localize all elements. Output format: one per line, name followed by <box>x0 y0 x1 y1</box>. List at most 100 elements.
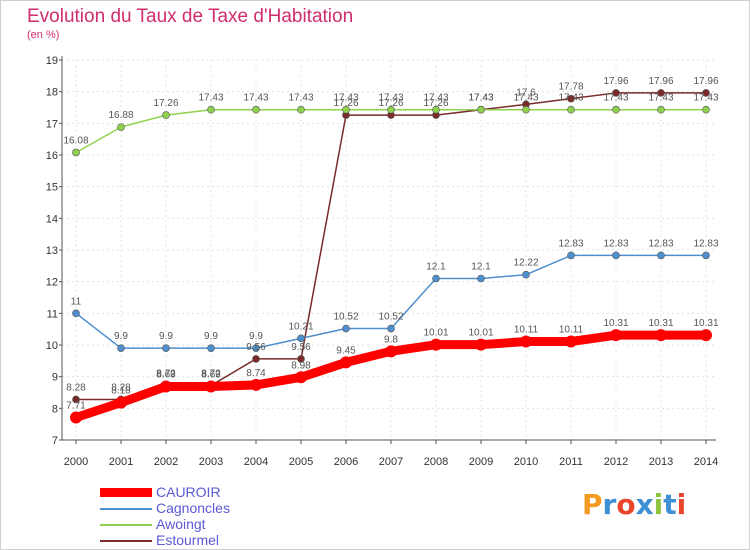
y-tick-label: 18 <box>46 87 58 99</box>
x-tick-label: 2005 <box>289 456 313 468</box>
data-label: 10.52 <box>378 312 403 323</box>
data-label: 12.83 <box>558 238 583 249</box>
data-label: 9.9 <box>114 331 128 342</box>
data-label: 8.69 <box>156 369 176 380</box>
data-point <box>567 105 575 114</box>
x-tick-label: 2010 <box>514 456 538 468</box>
y-tick-label: 14 <box>46 213 58 225</box>
data-label: 11 <box>71 296 82 307</box>
data-label: 12.22 <box>513 258 538 269</box>
data-point <box>520 335 532 348</box>
data-label: 12.83 <box>603 238 628 249</box>
y-tick-label: 8 <box>52 403 58 415</box>
x-tick-label: 2004 <box>244 456 268 468</box>
data-point <box>385 345 397 358</box>
data-label: 17.6 <box>516 87 536 98</box>
data-label: 8.28 <box>66 382 86 393</box>
legend-swatch-0 <box>100 488 152 497</box>
data-label: 17.43 <box>468 93 493 104</box>
y-tick-label: 15 <box>46 182 58 194</box>
data-point <box>702 105 710 114</box>
y-tick-label: 19 <box>46 55 58 67</box>
data-label: 10.01 <box>468 328 493 339</box>
y-tick-label: 12 <box>46 277 58 289</box>
data-point <box>387 324 395 333</box>
data-label: 17.26 <box>423 98 448 109</box>
data-point <box>565 335 577 348</box>
proxiti-logo: Proxiti <box>582 488 687 521</box>
data-point <box>70 411 82 424</box>
legend-label: Awoingt <box>156 516 206 532</box>
data-label: 17.26 <box>153 98 178 109</box>
data-label: 10.11 <box>514 325 539 336</box>
x-tick-label: 2000 <box>64 456 88 468</box>
data-label: 17.96 <box>603 76 628 87</box>
data-point <box>700 329 712 342</box>
data-point <box>432 274 440 283</box>
grid <box>62 59 716 441</box>
data-point <box>252 355 260 363</box>
chart-unit: (en %) <box>27 29 60 41</box>
data-label: 17.43 <box>378 93 403 104</box>
data-point <box>297 355 305 363</box>
data-point <box>702 251 710 260</box>
data-label: 17.43 <box>513 93 538 104</box>
data-point <box>205 380 217 393</box>
data-point <box>612 105 620 114</box>
data-label: 8.72 <box>201 369 221 380</box>
y-tick-label: 10 <box>46 340 58 352</box>
chart-title: Evolution du Taux de Taxe d'Habitation <box>27 6 354 27</box>
data-label: 8.72 <box>156 369 176 380</box>
y-tick-label: 9 <box>52 372 58 384</box>
data-point <box>295 371 307 384</box>
legend-label: Estourmel <box>156 532 220 548</box>
data-label: 9.9 <box>249 331 263 342</box>
data-label: 17.43 <box>648 93 673 104</box>
data-label: 7.71 <box>66 401 86 412</box>
data-label: 9.9 <box>204 331 218 342</box>
data-label: 8.98 <box>291 360 311 371</box>
data-label: 17.43 <box>558 93 583 104</box>
legend-swatch-3 <box>100 540 152 542</box>
data-label: 8.74 <box>246 368 266 379</box>
legend-label: CAUROIR <box>156 484 221 500</box>
data-label: 8.28 <box>111 382 131 393</box>
data-point <box>297 334 305 343</box>
data-point <box>117 123 125 131</box>
data-label: 17.96 <box>648 76 673 87</box>
data-point <box>72 148 80 157</box>
y-tick-label: 17 <box>46 118 58 130</box>
data-point <box>342 105 350 114</box>
legend-swatch-1 <box>100 508 152 510</box>
data-point <box>522 270 530 279</box>
data-label: 9.8 <box>384 334 398 345</box>
data-label: 17.43 <box>468 93 493 104</box>
data-label: 12.1 <box>426 262 446 273</box>
data-point <box>252 344 260 352</box>
data-label: 17.78 <box>558 82 583 93</box>
data-label: 9.56 <box>246 342 266 353</box>
legend-label: Cagnoncles <box>156 500 230 516</box>
data-label: 17.43 <box>243 93 268 104</box>
data-point <box>655 329 667 342</box>
data-label: 9.45 <box>336 345 356 356</box>
data-label: 10.31 <box>603 318 628 329</box>
y-tick-label: 7 <box>52 435 58 447</box>
x-tick-label: 2002 <box>154 456 178 468</box>
data-point <box>567 94 575 103</box>
x-tick-label: 2006 <box>334 456 358 468</box>
data-label: 17.26 <box>333 98 358 109</box>
data-label: 17.43 <box>333 93 358 104</box>
data-point <box>117 344 125 352</box>
data-label: 17.43 <box>423 93 448 104</box>
y-tick-label: 13 <box>46 245 58 257</box>
data-label: 8.18 <box>111 386 131 397</box>
y-tick-label: 11 <box>47 308 58 320</box>
data-label: 17.43 <box>693 93 718 104</box>
data-label: 9.9 <box>159 331 173 342</box>
data-point <box>72 309 80 318</box>
data-point <box>162 111 170 119</box>
data-label: 8.69 <box>201 369 221 380</box>
